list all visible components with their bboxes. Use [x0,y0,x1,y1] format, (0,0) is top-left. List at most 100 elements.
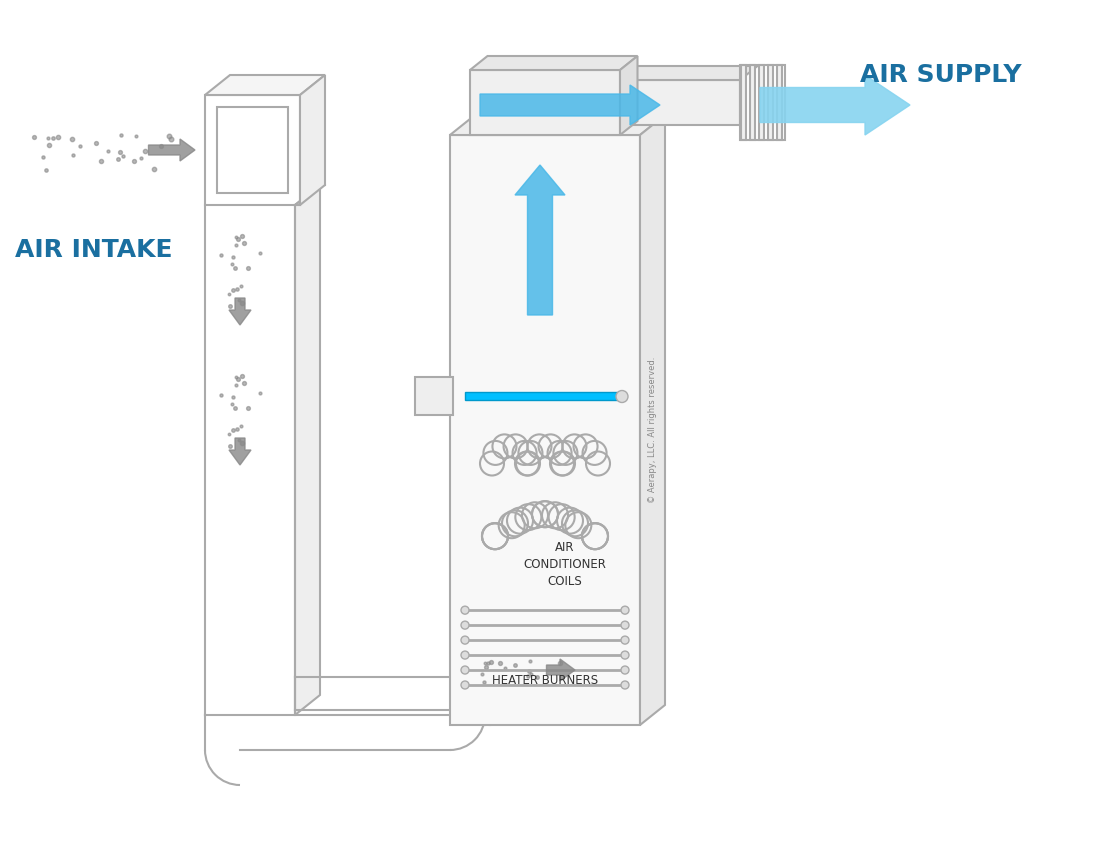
Point [72,139,90,153]
Point [240,262,257,275]
Bar [470,70,620,135]
Point [40,139,57,152]
Point [64,133,82,146]
Point [112,128,129,142]
Point [136,144,154,158]
Text: © Aerapy, LLC. All rights reserved.: © Aerapy, LLC. All rights reserved. [648,357,657,504]
Point [528,669,546,683]
Circle shape [461,621,469,629]
Point [233,369,251,383]
Polygon shape [299,75,325,205]
Point [151,139,169,153]
FancyArrow shape [547,659,575,681]
Point [224,251,242,264]
Point [220,427,238,440]
Point [221,439,239,452]
Point [240,402,257,416]
Polygon shape [450,115,665,135]
Point [223,257,241,271]
Point [65,149,83,162]
Circle shape [621,621,629,629]
Point [519,669,537,682]
Point [112,145,129,159]
Point [127,129,145,143]
Point [232,419,250,433]
Point [145,162,162,175]
Point [125,154,143,168]
Point [228,282,245,296]
Point [483,656,501,669]
Point [220,287,238,301]
Bar [768,65,772,140]
Circle shape [461,606,469,614]
Point [224,391,242,404]
Point [131,150,149,164]
Point [520,664,538,678]
Point [230,433,248,446]
Point [506,658,524,672]
Point [212,248,230,262]
Point [230,292,248,306]
Point [251,386,269,400]
Circle shape [615,391,628,403]
FancyArrow shape [229,438,251,465]
Circle shape [621,606,629,614]
Polygon shape [295,185,320,715]
Point [233,436,251,450]
Point [232,279,250,292]
FancyArrow shape [148,139,194,161]
Point [227,261,244,274]
Circle shape [461,651,469,659]
Point [251,246,269,260]
Point [227,238,244,251]
Bar [750,65,755,140]
Point [227,378,244,392]
Point [476,656,494,669]
Point [114,150,131,163]
Point [233,229,251,243]
Point [233,296,251,310]
Point [40,132,57,145]
Point [491,657,508,670]
Bar [759,65,764,140]
Polygon shape [470,56,638,70]
Point [98,144,116,157]
FancyArrow shape [480,85,660,125]
Point [473,667,491,681]
Point [224,423,242,437]
Point [212,387,230,401]
Bar [740,65,785,140]
Point [551,657,569,670]
Point [38,162,55,176]
Point [228,422,245,436]
Bar [777,65,782,140]
Point [92,154,109,168]
Bar [450,135,640,725]
Point [227,370,244,384]
Circle shape [621,681,629,689]
Point [496,661,514,675]
Point [230,233,248,246]
Point [160,129,178,143]
Point [224,283,242,297]
Point [34,150,52,163]
Point [50,131,67,144]
Bar [741,65,746,140]
Polygon shape [206,75,325,95]
Point [520,654,538,668]
Polygon shape [620,56,638,135]
Polygon shape [620,66,758,80]
Point [235,376,253,390]
Circle shape [461,666,469,674]
Circle shape [461,681,469,689]
Point [25,130,43,144]
FancyArrow shape [515,165,565,315]
Point [522,667,539,681]
Circle shape [621,651,629,659]
FancyArrow shape [229,298,251,325]
Bar [620,80,740,125]
Circle shape [621,636,629,644]
Text: HEATER BURNERS: HEATER BURNERS [492,674,598,687]
Point [87,136,105,150]
Bar [217,107,288,193]
